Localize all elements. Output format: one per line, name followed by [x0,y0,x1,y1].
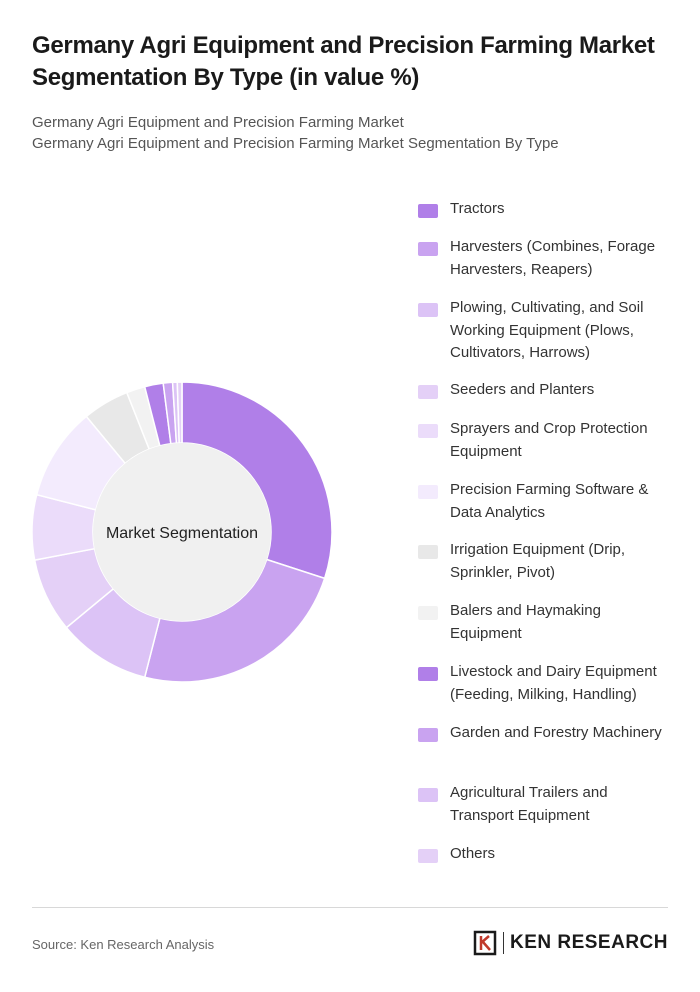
legend-label: Plowing, Cultivating, and Soil Working E… [450,299,644,361]
legend-label: Garden and Forestry Machinery [450,724,662,741]
legend-item: Agricultural Trailers and Transport Equi… [418,782,678,827]
legend-label: Balers and Haymaking Equipment [450,602,601,642]
legend-label: Tractors [450,200,505,217]
donut-chart: Market Segmentation [31,381,333,683]
legend-label: Irrigation Equipment (Drip, Sprinkler, P… [450,541,626,581]
legend-label: Livestock and Dairy Equipment (Feeding, … [450,663,657,703]
subtitle-line-2: Germany Agri Equipment and Precision Far… [32,135,559,152]
legend-swatch [418,545,438,559]
legend-swatch [418,788,438,802]
legend-swatch [418,606,438,620]
legend-label: Sprayers and Crop Protection Equipment [450,420,648,460]
legend-item: Sprayers and Crop Protection Equipment [418,418,678,463]
ken-research-logo-icon [473,930,497,956]
source-note: Source: Ken Research Analysis [32,937,215,952]
brand-name: KEN RESEARCH [509,932,668,953]
legend-swatch [418,728,438,742]
legend-swatch [418,204,438,218]
legend-label: Others [450,845,496,862]
legend-item: Precision Farming Software & Data Analyt… [418,479,678,524]
legend-item: Balers and Haymaking Equipment [418,600,678,645]
legend-swatch [418,849,438,863]
legend-label: Seeders and Planters [450,381,595,398]
legend-item: Harvesters (Combines, Forage Harvesters,… [418,236,678,281]
subtitle-line-1: Germany Agri Equipment and Precision Far… [32,114,404,131]
legend-swatch [418,303,438,317]
donut-slices [31,381,333,683]
legend-item: Plowing, Cultivating, and Soil Working E… [418,297,678,365]
legend-swatch [418,385,438,399]
chart-title: Germany Agri Equipment and Precision Far… [32,32,655,91]
legend-item: Livestock and Dairy Equipment (Feeding, … [418,661,678,706]
legend-label: Agricultural Trailers and Transport Equi… [450,784,608,824]
legend-item: Tractors [418,198,678,221]
donut-center [93,443,271,621]
legend-item: Others [418,843,678,866]
brand-logo-group: KEN RESEARCH [473,930,668,956]
legend-swatch [418,667,438,681]
legend-label: Harvesters (Combines, Forage Harvesters,… [450,238,656,278]
brand-separator [502,932,504,954]
center-label: Market Segmentation [106,525,258,542]
legend-swatch [418,424,438,438]
legend-swatch [418,242,438,256]
legend-label: Precision Farming Software & Data Analyt… [450,481,649,521]
legend-item: Irrigation Equipment (Drip, Sprinkler, P… [418,539,678,584]
footer-divider [32,907,668,908]
legend-swatch [418,485,438,499]
chart-subtitle: Germany Agri Equipment and Precision Far… [32,112,672,154]
legend-item: Seeders and Planters [418,379,678,402]
legend-item: Garden and Forestry Machinery [418,722,678,745]
